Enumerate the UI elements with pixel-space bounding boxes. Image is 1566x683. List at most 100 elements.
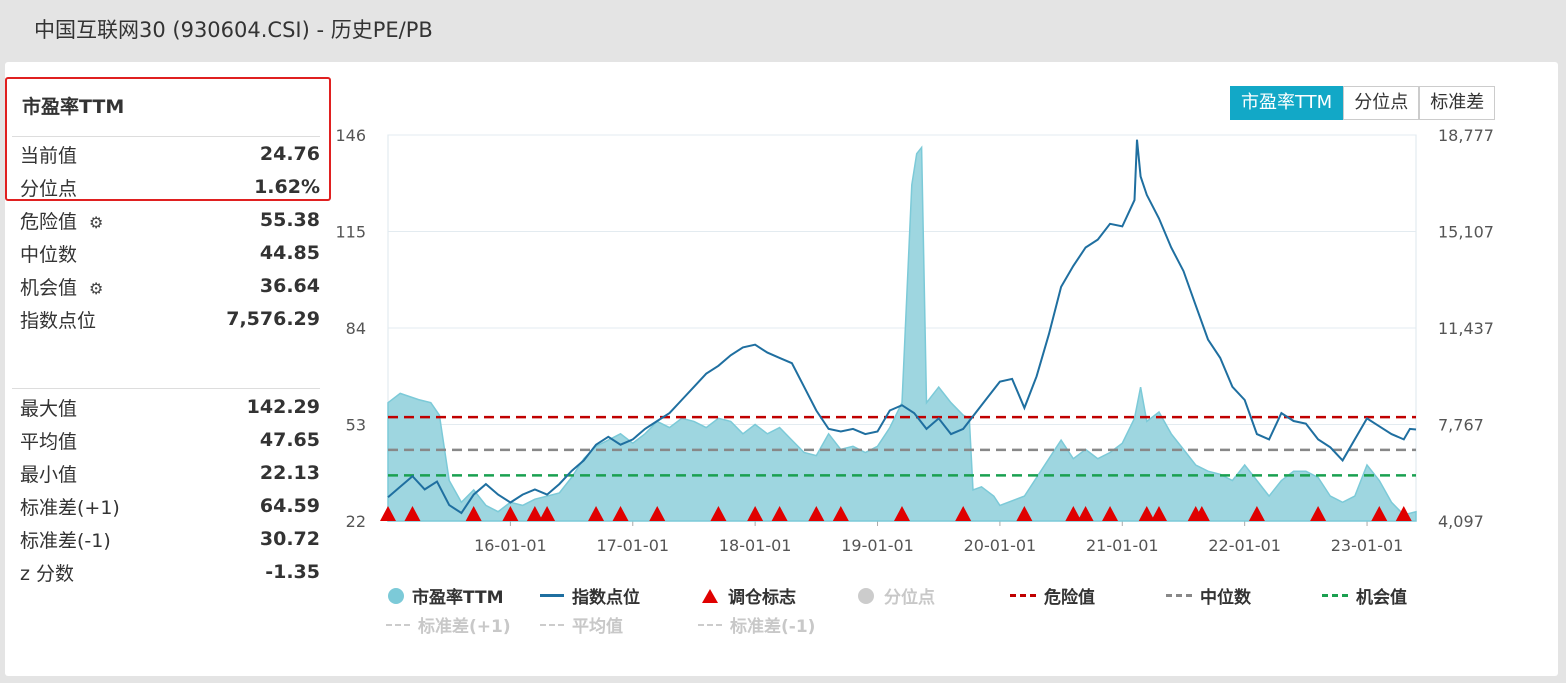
legend-std-plus-label: 标准差(+1) [418, 617, 511, 637]
gear-icon[interactable]: ⚙ [89, 278, 104, 298]
stat-value: 142.29 [246, 396, 320, 418]
x-tick-label: 22-01-01 [1208, 536, 1281, 555]
stat-value: 7,576.29 [226, 308, 320, 330]
legend-median-swatch [1166, 594, 1192, 597]
stat-row: 分位点 1.62% [20, 171, 320, 203]
stat-label: 标准差(+1) [20, 496, 120, 519]
tab-percentile[interactable]: 分位点 [1343, 86, 1420, 120]
tab-bar: 市盈率TTM 分位点 标准差 [1230, 86, 1496, 120]
stat-label: 指数点位 [20, 309, 97, 332]
x-tick-label: 19-01-01 [841, 536, 914, 555]
legend-danger-label: 危险值 [1044, 588, 1095, 608]
stat-label: 标准差(-1) [20, 529, 111, 552]
stat-value: 64.59 [259, 495, 320, 517]
y-right-tick-label: 15,107 [1438, 223, 1494, 242]
legend-std-plus-swatch [386, 623, 410, 626]
stat-row: 最小值 22.13 [20, 457, 320, 489]
legend-opportunity-label: 机会值 [1356, 588, 1407, 608]
highlight-box [5, 77, 331, 201]
rebalance-marker [1395, 506, 1412, 521]
rebalance-marker [404, 506, 421, 521]
y-right-tick-label: 4,097 [1438, 512, 1484, 531]
rebalance-marker [894, 506, 910, 521]
legend-median[interactable]: 中位数 [1166, 583, 1251, 608]
stat-value: 47.65 [259, 429, 320, 451]
legend-opportunity[interactable]: 机会值 [1322, 583, 1407, 608]
stat-label: 机会值 [20, 276, 78, 299]
legend-std-minus[interactable]: 标准差(-1) [698, 612, 815, 637]
rebalance-marker [1310, 506, 1327, 521]
stat-label: 分位点 [20, 177, 78, 200]
stat-value: 36.64 [259, 275, 320, 297]
rebalance-marker [649, 506, 666, 521]
legend-std-minus-label: 标准差(-1) [730, 617, 816, 637]
x-tick-label: 16-01-01 [474, 536, 547, 555]
gear-icon[interactable]: ⚙ [89, 212, 104, 232]
legend-std-plus[interactable]: 标准差(+1) [386, 612, 511, 637]
stat-label: 中位数 [20, 243, 78, 266]
y-left-tick-label: 146 [335, 126, 366, 145]
index-line [387, 139, 1417, 515]
legend-index[interactable]: 指数点位 [540, 583, 640, 608]
stat-label: z 分数 [20, 562, 75, 585]
legend-percentile[interactable]: 分位点 [858, 583, 935, 608]
rebalance-marker [710, 506, 727, 521]
legend-rebalance-triangle-icon [702, 588, 718, 603]
legend-rebalance-label: 调仓标志 [728, 588, 796, 608]
panel-title: 市盈率TTM [22, 96, 125, 118]
legend-std-minus-swatch [698, 623, 722, 626]
panel-divider [12, 136, 320, 137]
rebalance-marker [1193, 506, 1210, 521]
rebalance-marker [612, 506, 629, 521]
rebalance-marker [1065, 506, 1082, 521]
stat-label: 危险值 [20, 210, 78, 233]
stat-value: 30.72 [259, 528, 320, 550]
stat-row: 危险值 ⚙ 55.38 [20, 204, 320, 236]
legend-rebalance[interactable]: 调仓标志 [702, 583, 796, 608]
rebalance-marker [502, 506, 519, 521]
x-tick-label: 20-01-01 [964, 536, 1037, 555]
stat-row: 平均值 47.65 [20, 424, 320, 456]
stat-label: 最小值 [20, 463, 78, 486]
legend-pe-ttm-label: 市盈率TTM [412, 588, 504, 608]
stat-row: 中位数 44.85 [20, 237, 320, 269]
pe-ttm-area [387, 145, 1417, 522]
rebalance-marker [1371, 506, 1388, 521]
stat-row: 当前值 24.76 [20, 138, 320, 170]
legend-danger[interactable]: 危险值 [1010, 583, 1095, 608]
rebalance-marker [832, 506, 849, 521]
rebalance-marker [1248, 506, 1265, 521]
x-tick-label: 17-01-01 [596, 536, 669, 555]
main-card [5, 62, 1558, 676]
rebalance-marker [747, 506, 764, 521]
rebalance-marker [808, 506, 825, 521]
legend-pe-ttm[interactable]: 市盈率TTM [388, 583, 504, 608]
stat-label: 当前值 [20, 144, 78, 167]
rebalance-marker [539, 506, 556, 521]
rebalance-marker [1151, 506, 1167, 521]
tab-pe-ttm[interactable]: 市盈率TTM [1230, 86, 1344, 120]
stat-row: 标准差(-1) 30.72 [20, 523, 320, 555]
stat-label: 最大值 [20, 397, 78, 420]
y-left-tick-label: 22 [346, 512, 366, 531]
stat-value: -1.35 [265, 561, 320, 583]
stat-value: 44.85 [259, 242, 320, 264]
rebalance-marker [465, 506, 482, 521]
legend-index-label: 指数点位 [572, 588, 640, 608]
legend-percentile-label: 分位点 [884, 588, 935, 608]
rebalance-marker [771, 506, 788, 521]
stat-row: 最大值 142.29 [20, 391, 320, 423]
stat-value: 24.76 [259, 143, 320, 165]
legend-average-label: 平均值 [572, 617, 623, 637]
stat-label: 平均值 [20, 430, 78, 453]
legend-average[interactable]: 平均值 [540, 612, 623, 637]
rebalance-marker [1138, 506, 1155, 521]
stat-row: 机会值 ⚙ 36.64 [20, 270, 320, 302]
rebalance-marker [1102, 506, 1119, 521]
stat-row: 标准差(+1) 64.59 [20, 490, 320, 522]
tab-std-dev[interactable]: 标准差 [1419, 86, 1496, 120]
legend-pe-ttm-swatch [388, 587, 404, 604]
legend-average-swatch [540, 623, 564, 626]
rebalance-marker [1077, 506, 1094, 521]
legend-percentile-swatch [858, 587, 874, 604]
